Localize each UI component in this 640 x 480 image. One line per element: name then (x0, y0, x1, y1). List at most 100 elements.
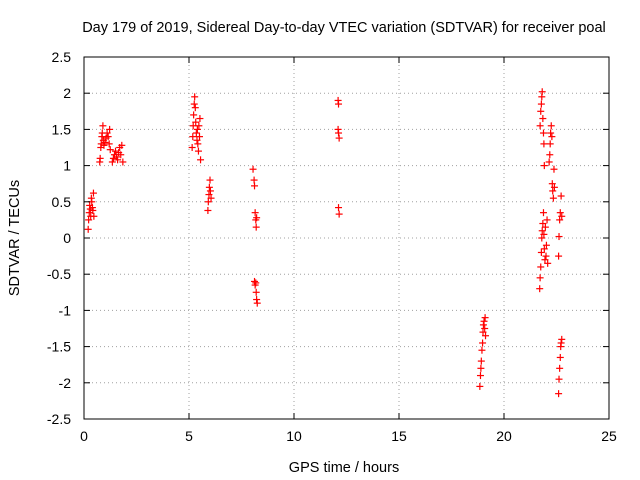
data-point (204, 206, 212, 214)
data-point (109, 154, 117, 162)
data-point (479, 339, 487, 347)
axis-ticks: 0 5 10 15 20 25 2.5 2 1.5 1 0.5 0 -0.5 -1 -1.5 -2 -2.5 (47, 49, 617, 444)
data-point (538, 234, 546, 242)
y-tick-label: 2 (63, 85, 71, 101)
data-point (540, 140, 548, 148)
data-point (550, 165, 558, 173)
data-point (192, 129, 200, 137)
data-point (118, 141, 126, 149)
data-point (85, 216, 93, 224)
data-point (196, 133, 203, 141)
data-point (555, 252, 563, 260)
data-point (477, 364, 485, 372)
data-point (197, 156, 205, 164)
data-point (538, 227, 546, 235)
data-point (194, 140, 202, 148)
data-point (190, 111, 198, 119)
data-point (555, 375, 563, 383)
data-point (539, 129, 547, 137)
y-tick-label: -1.5 (47, 339, 71, 355)
data-point (196, 115, 204, 123)
data-point (478, 346, 486, 354)
data-point (85, 209, 93, 217)
data-point (537, 100, 545, 108)
data-point (207, 194, 215, 202)
data-point (547, 129, 555, 137)
y-tick-label: 1 (63, 158, 71, 174)
data-point (253, 299, 261, 307)
data-point (549, 187, 557, 195)
data-point (545, 158, 553, 166)
data-point (479, 328, 487, 336)
y-tick-label: 0.5 (52, 194, 72, 210)
data-point (206, 176, 214, 184)
data-point (476, 372, 484, 380)
data-point (555, 390, 563, 398)
data-point (194, 147, 202, 155)
plot-frame (83, 56, 610, 420)
data-point (108, 158, 116, 166)
data-point (536, 122, 544, 130)
data-point (539, 220, 547, 228)
data-point (192, 118, 200, 126)
x-axis-label: GPS time / hours (289, 460, 399, 476)
data-point (90, 212, 98, 220)
data-point (112, 147, 119, 155)
data-point (191, 93, 199, 101)
chart-title: Day 179 of 2019, Sidereal Day-to-day VTE… (82, 20, 606, 36)
data-point (536, 274, 544, 282)
x-tick-label: 10 (286, 428, 302, 444)
data-point (556, 216, 564, 224)
data-point (547, 122, 555, 130)
data-point (251, 209, 259, 217)
x-tick-label: 25 (601, 428, 617, 444)
x-tick-label: 0 (80, 428, 88, 444)
data-point (205, 191, 213, 199)
data-point (548, 180, 556, 188)
data-point (119, 158, 127, 166)
data-point (335, 100, 343, 108)
data-point (479, 321, 487, 329)
data-point (191, 104, 199, 112)
data-point (549, 194, 557, 202)
y-tick-label: 2.5 (52, 49, 72, 65)
data-point (546, 140, 554, 148)
grid (84, 57, 609, 419)
x-tick-label: 5 (185, 428, 193, 444)
data-point (477, 357, 485, 365)
data-point (195, 122, 203, 130)
data-point (558, 335, 566, 343)
data-point (539, 115, 547, 123)
y-tick-label: 0 (63, 230, 71, 246)
data-point (541, 256, 549, 264)
data-point (252, 279, 260, 287)
data-point (476, 382, 484, 390)
data-point (190, 100, 198, 108)
data-point (537, 248, 545, 256)
data-point (101, 138, 109, 146)
data-point (106, 146, 114, 154)
data-point (89, 189, 97, 197)
data-point (193, 136, 201, 144)
data-point (335, 129, 343, 137)
data-point (537, 107, 545, 115)
y-tick-label: -2.5 (47, 411, 71, 427)
data-point (188, 144, 196, 151)
data-point (253, 214, 261, 222)
data-point (189, 133, 197, 141)
data-point (335, 134, 343, 142)
data-point (558, 212, 566, 220)
data-point (541, 223, 549, 231)
x-tick-label: 20 (496, 428, 512, 444)
data-point (556, 353, 564, 361)
data-point (84, 225, 92, 233)
data-point (252, 223, 260, 231)
data-point (539, 209, 547, 217)
data-point (546, 151, 554, 159)
y-tick-label: -2 (59, 375, 72, 391)
data-point (251, 277, 259, 285)
data-point (482, 332, 490, 340)
data-point (557, 192, 565, 200)
data-point (542, 252, 550, 260)
